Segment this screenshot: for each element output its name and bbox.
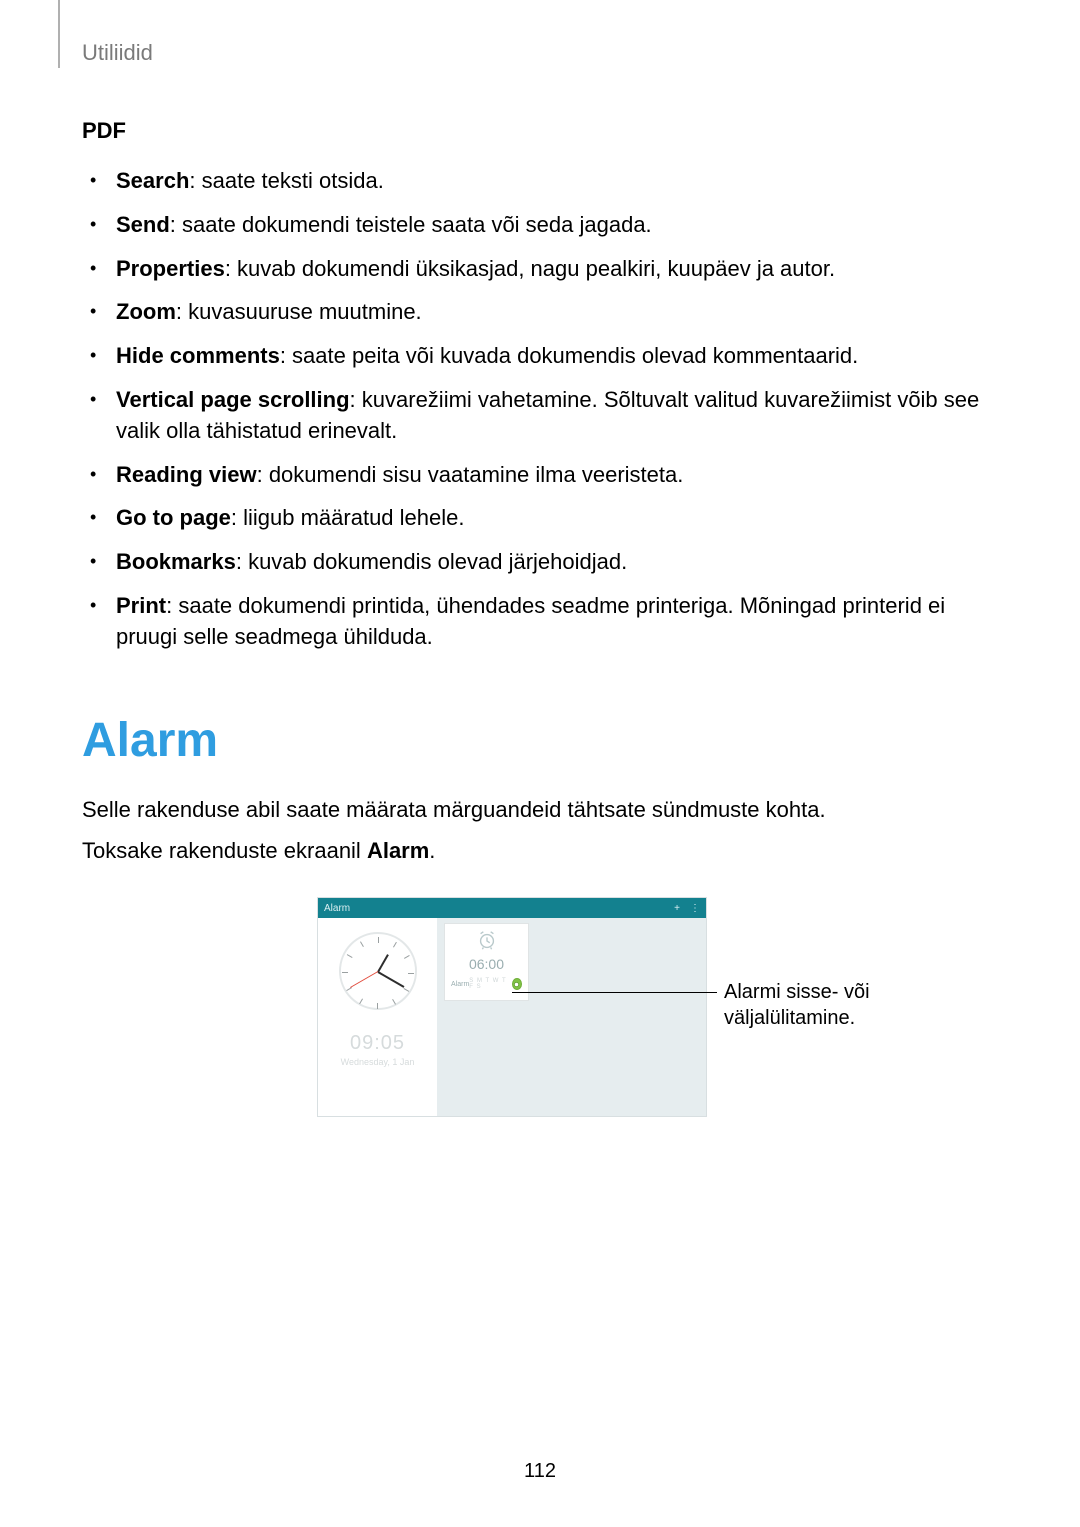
header-rule bbox=[58, 0, 60, 68]
shot-left-panel: 09:05 Wednesday, 1 Jan bbox=[318, 918, 438, 1116]
desc: : kuvab dokumendis olevad järjehoidjad. bbox=[236, 549, 627, 574]
desc: : liigub määratud lehele. bbox=[231, 505, 465, 530]
shot-body: 09:05 Wednesday, 1 Jan 06 bbox=[318, 918, 706, 1116]
page-content: PDF Search: saate teksti otsida. Send: s… bbox=[82, 108, 992, 1127]
list-item: Vertical page scrolling: kuvarežiimi vah… bbox=[112, 385, 992, 447]
screenshot-wrapper: Alarm + ⋮ bbox=[82, 897, 992, 1127]
list-item: Send: saate dokumendi teistele saata või… bbox=[112, 210, 992, 241]
term: Properties bbox=[116, 256, 225, 281]
shot-title: Alarm bbox=[324, 903, 350, 914]
list-item: Reading view: dokumendi sisu vaatamine i… bbox=[112, 460, 992, 491]
para2-prefix: Toksake rakenduste ekraanil bbox=[82, 838, 367, 863]
para2-bold: Alarm bbox=[367, 838, 429, 863]
term: Reading view bbox=[116, 462, 257, 487]
desc: : dokumendi sisu vaatamine ilma veeriste… bbox=[257, 462, 684, 487]
alarm-toggle[interactable] bbox=[512, 978, 522, 990]
callout-line bbox=[512, 992, 717, 993]
shot-titlebar: Alarm + ⋮ bbox=[318, 898, 706, 918]
alarm-screenshot: Alarm + ⋮ bbox=[317, 897, 707, 1117]
shot-current-time: 09:05 bbox=[350, 1032, 405, 1055]
alarm-title: Alarm bbox=[82, 713, 992, 768]
list-item: Zoom: kuvasuuruse muutmine. bbox=[112, 297, 992, 328]
desc: : kuvasuuruse muutmine. bbox=[176, 299, 422, 324]
desc: : saate peita või kuvada dokumendis olev… bbox=[280, 343, 858, 368]
desc: : saate dokumendi teistele saata või sed… bbox=[170, 212, 652, 237]
list-item: Print: saate dokumendi printida, ühendad… bbox=[112, 591, 992, 653]
callout-text: Alarmi sisse- või väljalülitamine. bbox=[724, 979, 870, 1031]
para2-suffix: . bbox=[429, 838, 435, 863]
list-item: Search: saate teksti otsida. bbox=[112, 166, 992, 197]
term: Zoom bbox=[116, 299, 176, 324]
page-number: 112 bbox=[524, 1460, 556, 1483]
term: Go to page bbox=[116, 505, 231, 530]
alarm-card-time: 06:00 bbox=[469, 956, 504, 972]
alarm-para-2: Toksake rakenduste ekraanil Alarm. bbox=[82, 835, 992, 867]
pdf-feature-list: Search: saate teksti otsida. Send: saate… bbox=[82, 166, 992, 653]
pdf-heading: PDF bbox=[82, 118, 992, 144]
list-item: Bookmarks: kuvab dokumendis olevad järje… bbox=[112, 547, 992, 578]
desc: : saate dokumendi printida, ühendades se… bbox=[116, 593, 945, 649]
list-item: Go to page: liigub määratud lehele. bbox=[112, 503, 992, 534]
term: Search bbox=[116, 168, 189, 193]
callout-line1: Alarmi sisse- või bbox=[724, 981, 870, 1003]
term: Vertical page scrolling bbox=[116, 387, 350, 412]
alarm-bell-icon bbox=[476, 930, 498, 952]
alarm-card-label: Alarm bbox=[451, 981, 469, 988]
term: Bookmarks bbox=[116, 549, 236, 574]
list-item: Properties: kuvab dokumendi üksikasjad, … bbox=[112, 254, 992, 285]
menu-icon: ⋮ bbox=[690, 903, 700, 914]
term: Print bbox=[116, 593, 166, 618]
running-header: Utiliidid bbox=[82, 40, 153, 66]
term: Send bbox=[116, 212, 170, 237]
alarm-card: 06:00 Alarm S M T W T F S bbox=[444, 923, 529, 1001]
shot-current-date: Wednesday, 1 Jan bbox=[341, 1057, 415, 1067]
shot-right-panel: 06:00 Alarm S M T W T F S bbox=[438, 918, 706, 1116]
alarm-card-days: S M T W T F S bbox=[469, 978, 512, 990]
desc: : kuvab dokumendi üksikasjad, nagu pealk… bbox=[225, 256, 835, 281]
callout-line2: väljalülitamine. bbox=[724, 1007, 855, 1029]
add-icon: + bbox=[674, 903, 680, 914]
analog-clock-icon bbox=[339, 932, 417, 1010]
list-item: Hide comments: saate peita või kuvada do… bbox=[112, 341, 992, 372]
desc: : saate teksti otsida. bbox=[189, 168, 383, 193]
alarm-para-1: Selle rakenduse abil saate määrata märgu… bbox=[82, 794, 992, 826]
term: Hide comments bbox=[116, 343, 280, 368]
